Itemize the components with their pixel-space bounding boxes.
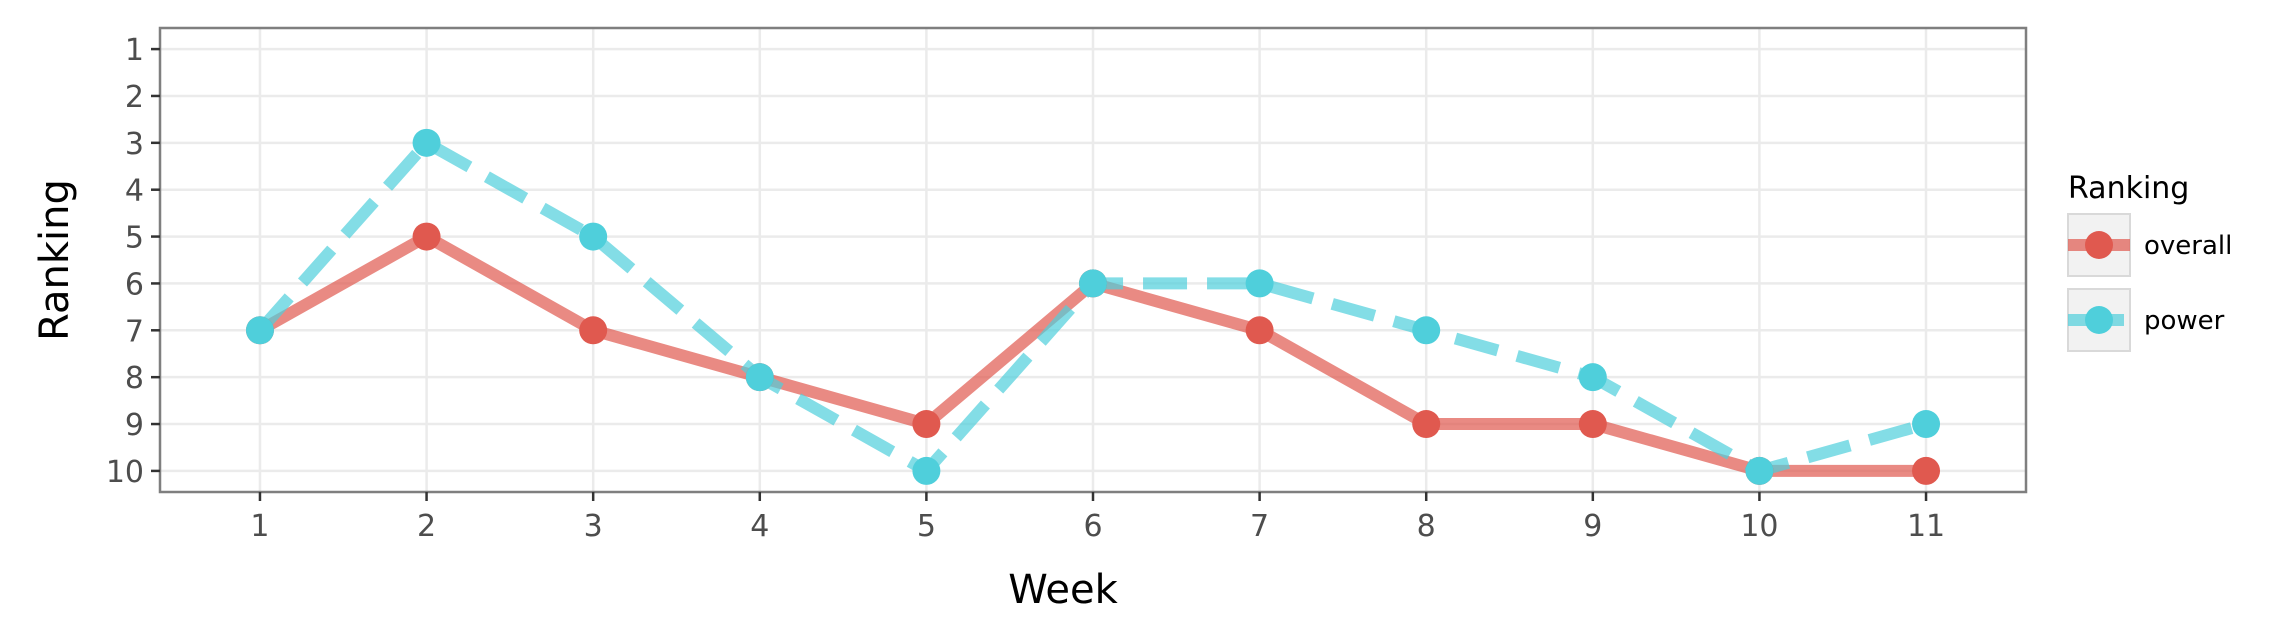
x-tick-label: 10: [1740, 509, 1778, 544]
x-axis-title: Week: [1008, 567, 1118, 613]
x-tick-label: 1: [250, 509, 269, 544]
data-point-overall: [412, 222, 441, 251]
data-point-power: [412, 128, 441, 157]
legend: Ranking overall power: [2067, 171, 2232, 352]
data-point-overall: [912, 410, 941, 439]
data-point-power: [579, 222, 608, 251]
legend-title: Ranking: [2068, 171, 2189, 206]
x-tick-label: 6: [1083, 509, 1102, 544]
legend-label-overall: overall: [2144, 231, 2232, 261]
y-tick-label: 3: [125, 127, 144, 162]
x-tick-label: 8: [1417, 509, 1436, 544]
data-point-power: [1578, 363, 1607, 392]
x-tick-label: 2: [417, 509, 436, 544]
x-tick-label: 3: [584, 509, 603, 544]
data-point-power: [245, 316, 274, 345]
data-point-overall: [1912, 456, 1941, 485]
data-point-power: [912, 456, 941, 485]
x-tick-label: 5: [917, 509, 936, 544]
data-point-power: [1245, 269, 1274, 298]
data-point-power: [1912, 410, 1941, 439]
data-point-overall: [579, 316, 608, 345]
y-tick-label: 5: [125, 221, 144, 256]
y-tick-label: 4: [125, 174, 144, 209]
y-tick-label: 6: [125, 267, 144, 302]
x-tick-label: 9: [1583, 509, 1602, 544]
data-point-overall: [1245, 316, 1274, 345]
y-tick-label: 2: [125, 80, 144, 115]
y-tick-label: 8: [125, 361, 144, 396]
y-tick-label: 10: [106, 455, 144, 490]
data-point-power: [745, 363, 774, 392]
x-tick-label: 4: [750, 509, 769, 544]
legend-marker-power: [2085, 306, 2113, 334]
data-point-power: [1079, 269, 1107, 298]
y-tick-label: 1: [125, 33, 144, 68]
data-point-overall: [1412, 410, 1441, 439]
legend-marker-overall: [2085, 231, 2113, 259]
y-tick-label: 9: [125, 408, 144, 443]
data-point-power: [1745, 456, 1774, 485]
data-point-power: [1412, 316, 1441, 345]
series-layer: [245, 128, 1941, 485]
y-axis-title: Ranking: [32, 179, 78, 341]
y-tick-label: 7: [125, 314, 144, 349]
data-point-overall: [1578, 410, 1607, 439]
legend-label-power: power: [2144, 306, 2225, 336]
x-tick-label: 7: [1250, 509, 1269, 544]
x-tick-label: 11: [1907, 509, 1945, 544]
